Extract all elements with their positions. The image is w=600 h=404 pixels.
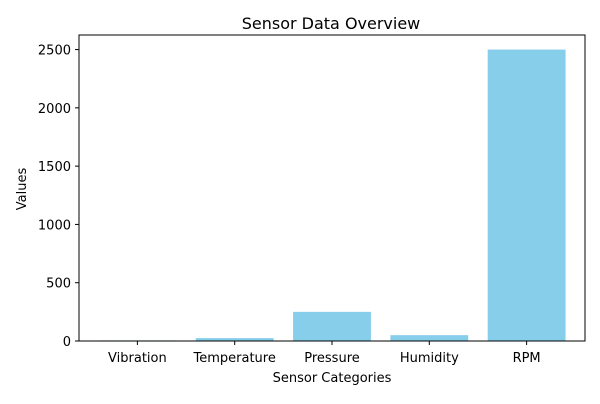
y-tick-label: 500 [46, 277, 71, 292]
y-tick-label: 1000 [38, 218, 71, 233]
bars-group [98, 49, 566, 341]
y-tick-label: 2500 [38, 44, 71, 59]
y-axis-ticks: 0 500 1000 1500 2000 2500 [38, 44, 79, 350]
y-tick-label: 2000 [38, 102, 71, 117]
y-axis-label: Values [15, 168, 30, 211]
bar-humidity [390, 335, 469, 341]
bar-pressure [293, 311, 371, 341]
bar-temperature [195, 338, 274, 341]
x-tick-label: Humidity [400, 351, 459, 366]
x-axis-label: Sensor Categories [273, 371, 392, 386]
x-axis-ticks: Vibration Temperature Pressure Humidity RPM [108, 341, 541, 366]
x-tick-label: RPM [513, 351, 541, 366]
plot-frame [78, 34, 586, 342]
bar-rpm [487, 49, 566, 341]
chart-title: Sensor Data Overview [242, 14, 421, 33]
x-tick-label: Temperature [193, 351, 276, 366]
x-tick-label: Vibration [108, 351, 167, 366]
y-tick-label: 1500 [38, 160, 71, 175]
y-tick-label: 0 [63, 335, 71, 350]
x-tick-label: Pressure [304, 351, 360, 366]
